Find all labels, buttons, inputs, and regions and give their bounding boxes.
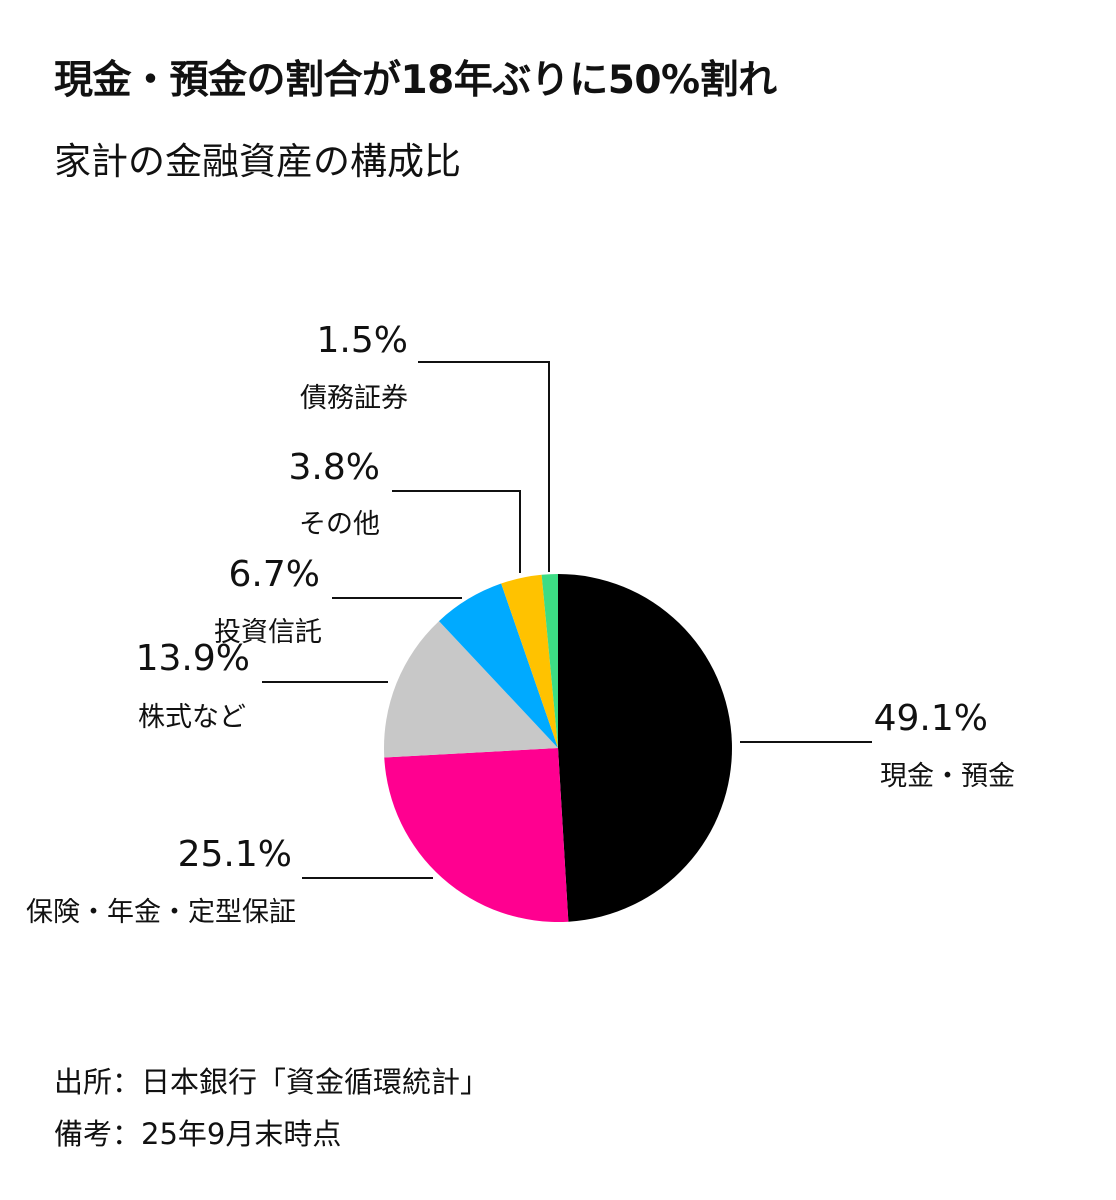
pie-callouts: 49.1% 現金・預金 25.1% 保険・年金・定型保証 13.9% 株式など 6.7% 投資… <box>26 320 1015 928</box>
chart-title: 現金・預金の割合が18年ぶりに50%割れ <box>54 58 777 103</box>
pie-slices <box>383 574 732 922</box>
category-label-4: その他 <box>299 509 380 540</box>
pie-slice-3 <box>438 583 558 748</box>
category-label-5: 債務証券 <box>300 383 408 414</box>
pie-slice-5 <box>541 574 558 748</box>
data-label-3: 6.7% <box>229 554 320 595</box>
source-note: 出所：日本銀行「資金循環統計」 <box>54 1065 490 1099</box>
chart-subtitle: 家計の金融資産の構成比 <box>54 140 461 183</box>
leader-line-5 <box>418 361 550 572</box>
date-note: 備考：25年9月末時点 <box>54 1117 342 1151</box>
data-label-2: 13.9% <box>136 638 250 679</box>
data-label-4: 3.8% <box>289 447 380 488</box>
category-label-3: 投資信託 <box>214 617 322 648</box>
category-label-2: 株式など <box>138 702 246 733</box>
category-label-0: 現金・預金 <box>880 761 1015 792</box>
leader-line-4 <box>392 490 521 573</box>
data-label-0: 49.1% <box>874 698 988 739</box>
pie-slice-4 <box>501 574 558 748</box>
pie-slice-0 <box>558 574 732 922</box>
category-label-1: 保険・年金・定型保証 <box>26 897 296 928</box>
data-label-1: 25.1% <box>178 834 292 875</box>
pie-slice-2 <box>383 621 558 758</box>
data-label-5: 1.5% <box>317 320 408 361</box>
pie-slice-1 <box>384 748 569 922</box>
